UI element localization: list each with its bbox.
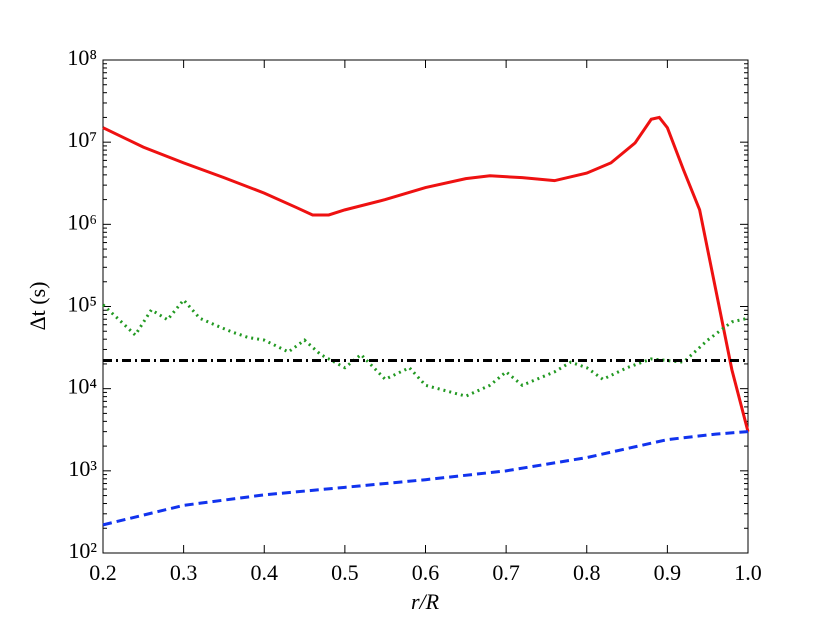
x-tick-label: 0.7 <box>492 560 520 585</box>
y-axis-label: Δt (s) <box>25 282 50 331</box>
x-tick-label: 0.5 <box>331 560 359 585</box>
x-axis-label: r/R <box>411 589 440 614</box>
x-tick-label: 0.6 <box>412 560 440 585</box>
x-tick-label: 0.3 <box>170 560 198 585</box>
x-tick-label: 0.2 <box>89 560 117 585</box>
y-tick-label: 10³ <box>68 456 97 481</box>
x-tick-label: 0.4 <box>251 560 279 585</box>
series-line <box>101 297 749 398</box>
series-line <box>102 430 749 527</box>
y-tick-label: 10⁷ <box>67 127 97 152</box>
x-tick-label: 0.8 <box>573 560 601 585</box>
x-tick-label: 0.9 <box>654 560 682 585</box>
y-tick-label: 10² <box>68 538 97 563</box>
y-tick-label: 10⁸ <box>67 45 97 70</box>
y-tick-label: 10⁴ <box>67 374 97 399</box>
y-tick-label: 10⁵ <box>67 292 97 317</box>
y-tick-label: 10⁶ <box>67 209 97 234</box>
series-line <box>102 115 750 433</box>
x-tick-label: 1.0 <box>734 560 762 585</box>
